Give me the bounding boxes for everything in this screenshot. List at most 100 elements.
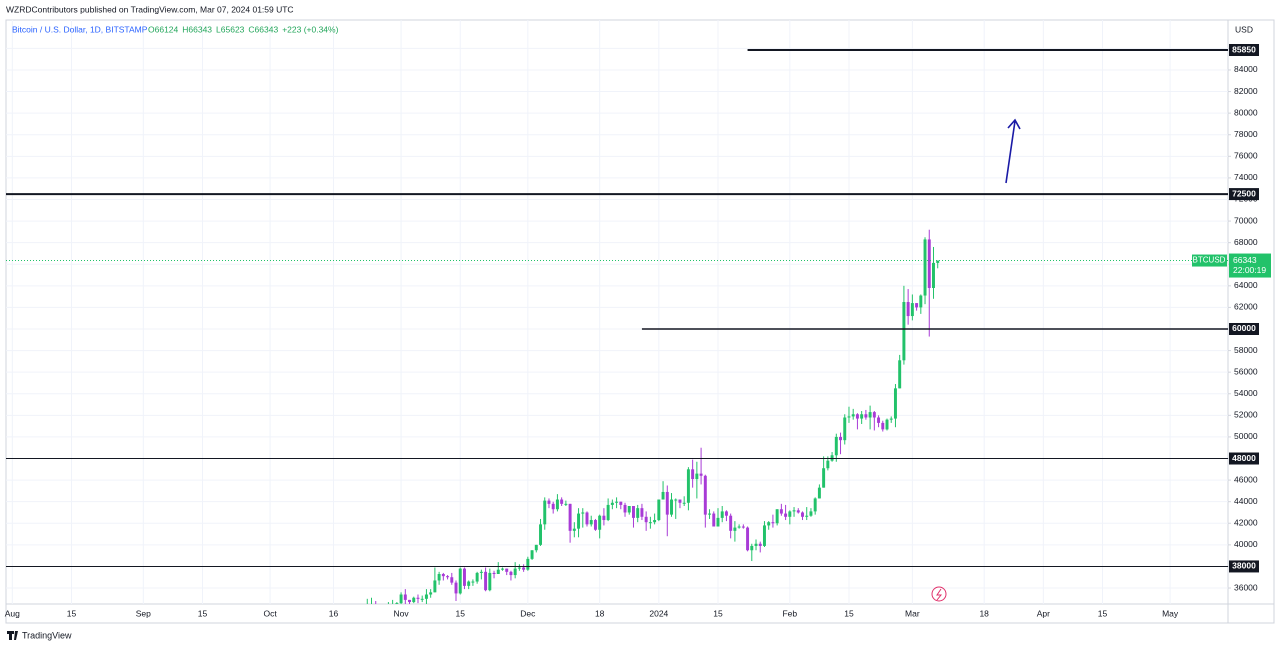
candle-body xyxy=(809,511,813,516)
level-label-box xyxy=(1229,452,1259,465)
candle-body xyxy=(805,515,809,517)
candle-body xyxy=(589,520,593,525)
candle-body xyxy=(623,504,627,513)
candle-body xyxy=(522,567,526,570)
symbol-title: Bitcoin / U.S. Dollar, 1D, BITSTAMP xyxy=(12,24,148,34)
x-tick-label: 15 xyxy=(456,608,466,618)
candle-body xyxy=(412,597,416,603)
candle-body xyxy=(682,502,686,504)
candle-body xyxy=(686,469,690,503)
x-tick-label: Feb xyxy=(782,608,797,618)
candle-body xyxy=(784,513,788,517)
y-tick-label: 56000 xyxy=(1234,366,1258,376)
candle-body xyxy=(898,360,902,389)
publisher-header: WZRDContributors published on TradingVie… xyxy=(6,4,294,14)
candle-body xyxy=(441,573,445,577)
candle-body xyxy=(653,520,657,523)
x-tick-label: 18 xyxy=(979,608,989,618)
symbol-box xyxy=(1192,254,1227,267)
candle-body xyxy=(530,550,534,559)
candle-body xyxy=(902,302,906,361)
candle-body xyxy=(632,506,635,518)
level-label: 38000 xyxy=(1232,561,1256,571)
candle-body xyxy=(665,491,669,515)
x-tick-label: 16 xyxy=(329,608,339,618)
candle-body xyxy=(479,571,483,573)
candle-body xyxy=(513,568,517,576)
candle-body xyxy=(568,503,572,531)
candle-body xyxy=(889,418,893,420)
candle-body xyxy=(598,515,602,530)
legend-value: C66343 xyxy=(248,24,278,34)
candle-body xyxy=(648,522,652,524)
candle-body xyxy=(475,572,479,582)
candle-body xyxy=(860,414,864,419)
x-tick-label: 2024 xyxy=(649,608,668,618)
level-label: 48000 xyxy=(1232,453,1256,463)
candle-body xyxy=(746,527,750,551)
candle-body xyxy=(416,597,420,599)
candle-body xyxy=(720,511,724,518)
candle-body xyxy=(593,520,597,530)
currency-label: USD xyxy=(1235,24,1253,34)
candle-body xyxy=(539,524,542,545)
candle-body xyxy=(716,517,720,527)
x-tick-label: Mar xyxy=(905,608,920,618)
legend-value: H66343 xyxy=(182,24,212,34)
y-tick-label: 64000 xyxy=(1234,280,1258,290)
overlay-layer: 85850 72500 60000 48000 38000 BTCUSD 6634322:0… xyxy=(6,44,1271,573)
last-price-box xyxy=(1229,253,1271,278)
candle-body xyxy=(619,501,623,505)
candle-body xyxy=(433,580,437,593)
candle-body xyxy=(830,455,834,461)
candle-body xyxy=(408,599,412,603)
x-tick-label: Sep xyxy=(136,608,151,618)
brand-logo xyxy=(7,631,18,640)
countdown-label: 22:00:19 xyxy=(1233,265,1266,275)
candle-body xyxy=(847,416,851,418)
level-label: 72500 xyxy=(1232,188,1256,198)
candle-body xyxy=(636,508,640,518)
candle-body xyxy=(484,571,488,591)
candle-body xyxy=(547,500,551,504)
candle-body xyxy=(403,594,407,600)
y-tick-label: 84000 xyxy=(1234,64,1258,74)
candle-body xyxy=(750,545,754,551)
candle-body xyxy=(505,568,509,572)
candle-body xyxy=(602,515,606,521)
candle-body xyxy=(737,526,741,528)
candle-body xyxy=(429,592,433,595)
candle-body xyxy=(851,414,855,417)
candle-body xyxy=(708,513,712,515)
candle-body xyxy=(610,502,614,505)
candle-body xyxy=(585,512,589,525)
ohlc-legend: O66124 H66343 L65623 C66343 +223 (+0.34%) xyxy=(148,24,339,34)
candle-body xyxy=(454,582,458,594)
candle-layer xyxy=(366,229,940,604)
y-tick-label: 42000 xyxy=(1234,518,1258,528)
candle-body xyxy=(526,558,530,570)
candle-body xyxy=(674,499,678,501)
y-tick-label: 50000 xyxy=(1234,431,1258,441)
candle-body xyxy=(733,527,737,531)
candle-body xyxy=(420,598,424,600)
candle-body xyxy=(450,577,454,583)
candle-body xyxy=(932,262,935,288)
grid-layer: 36000 38000 40000 42000 44000 46000 48000 50000… xyxy=(5,20,1258,618)
candle-body xyxy=(462,568,466,586)
candle-body xyxy=(919,295,923,308)
candle-body xyxy=(699,473,703,476)
last-price-label: 66343 xyxy=(1233,255,1257,265)
level-label: 85850 xyxy=(1232,44,1256,54)
candle-body xyxy=(792,510,796,512)
candle-body xyxy=(822,468,826,488)
y-tick-label: 52000 xyxy=(1234,410,1258,420)
legend-value: L65623 xyxy=(216,24,245,34)
chart-frame xyxy=(5,19,1275,624)
candle-body xyxy=(779,509,783,514)
x-tick-label: Apr xyxy=(1037,608,1050,618)
candle-body xyxy=(670,499,673,515)
candle-body xyxy=(577,513,581,529)
